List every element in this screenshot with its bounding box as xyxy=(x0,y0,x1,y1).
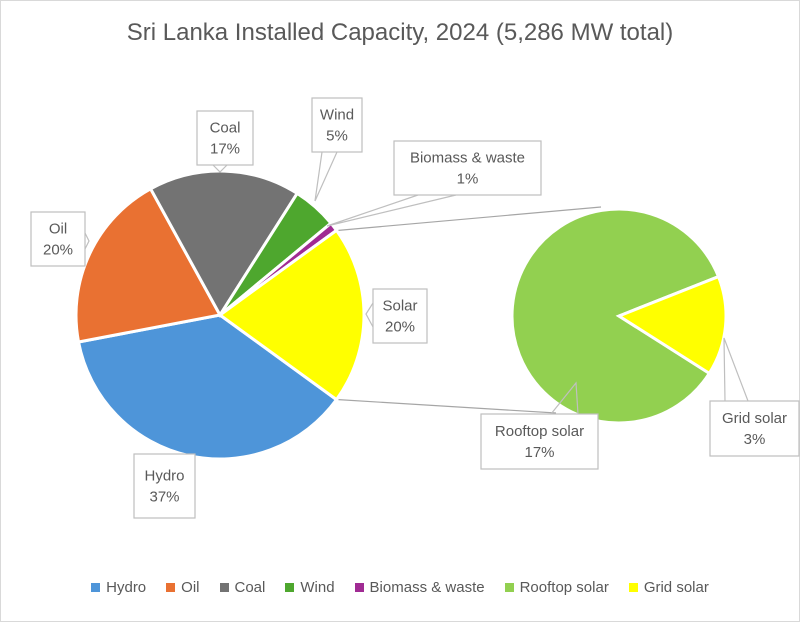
label-grid-solar: Grid solar 3% xyxy=(709,337,800,457)
label-biomass-and-waste-percent: 1% xyxy=(457,171,479,188)
label-rooftop-solar: Rooftop solar 17% xyxy=(480,381,599,470)
label-rooftop-solar-leader-line xyxy=(550,381,579,415)
label-wind-percent: 5% xyxy=(326,128,348,145)
label-coal-percent: 17% xyxy=(210,141,240,158)
label-coal: Coal 17% xyxy=(196,110,254,173)
slice-oil xyxy=(74,186,223,344)
legend-item-hydro: Hydro xyxy=(91,579,146,596)
legend-item-rooftop-solar: Rooftop solar xyxy=(504,579,609,596)
label-wind: Wind 5% xyxy=(311,97,363,202)
label-wind-name: Wind xyxy=(320,107,354,124)
label-rooftop-solar-box xyxy=(480,413,599,470)
label-coal-name: Coal xyxy=(210,120,241,137)
label-biomass-and-waste-name: Biomass & waste xyxy=(410,150,525,167)
legend-swatch-coal xyxy=(219,583,229,592)
label-solar: Solar 20% xyxy=(365,288,428,344)
legend-label-oil: Oil xyxy=(181,579,200,596)
legend-swatch-oil xyxy=(166,583,176,592)
slice-coal xyxy=(148,169,300,318)
legend-label-coal: Coal xyxy=(234,579,266,596)
label-hydro-name: Hydro xyxy=(144,468,184,485)
legend-item-oil: Oil xyxy=(166,579,200,596)
label-wind-leader-line xyxy=(314,151,338,202)
legend-swatch-rooftop-solar xyxy=(504,583,514,592)
legend-item-grid-solar: Grid solar xyxy=(628,579,709,596)
slice-grid-solar xyxy=(615,274,728,376)
legend: Hydro Oil Coal Wind Biomass & waste Rooftop s… xyxy=(1,579,799,596)
label-coal-leader-line xyxy=(212,164,228,173)
legend-label-biomass-and-waste: Biomass & waste xyxy=(369,579,485,596)
label-hydro-box xyxy=(133,453,196,519)
label-solar-name: Solar xyxy=(382,298,417,315)
label-grid-solar-box xyxy=(709,400,800,457)
legend-item-coal: Coal xyxy=(219,579,266,596)
label-wind-box xyxy=(311,97,363,153)
label-rooftop-solar-name: Rooftop solar xyxy=(495,423,584,440)
label-oil-percent: 20% xyxy=(43,242,73,259)
label-coal-box xyxy=(196,110,254,166)
legend-item-biomass-and-waste: Biomass & waste xyxy=(354,579,485,596)
legend-label-hydro: Hydro xyxy=(106,579,147,596)
chart-title: Sri Lanka Installed Capacity, 2024 (5,28… xyxy=(126,19,674,46)
label-solar-leader-line xyxy=(365,302,374,328)
legend-label-wind: Wind xyxy=(300,579,335,596)
label-biomass-and-waste-leader-line xyxy=(326,194,457,227)
label-grid-solar-leader-line xyxy=(723,337,749,402)
label-hydro-percent: 37% xyxy=(149,489,179,506)
label-oil-name: Oil xyxy=(49,221,67,238)
legend-swatch-wind xyxy=(285,583,295,592)
slice-solar xyxy=(217,228,366,402)
label-solar-percent: 20% xyxy=(385,319,415,336)
label-solar-box xyxy=(372,288,428,344)
connector-line-bottom xyxy=(338,399,557,414)
label-biomass-and-waste: Biomass & waste 1% xyxy=(326,140,542,227)
legend-label-rooftop-solar: Rooftop solar xyxy=(519,579,609,596)
label-biomass-and-waste-box xyxy=(393,140,542,196)
legend-label-grid-solar: Grid solar xyxy=(643,579,709,596)
label-oil-leader-line xyxy=(84,232,90,250)
label-oil-box xyxy=(30,211,86,267)
legend-swatch-biomass-and-waste xyxy=(354,583,364,592)
slice-rooftop-solar xyxy=(510,207,721,425)
connector-line-top xyxy=(338,206,602,231)
legend-item-wind: Wind xyxy=(285,579,335,596)
legend-swatch-hydro xyxy=(91,583,101,592)
label-grid-solar-percent: 3% xyxy=(744,431,766,448)
legend-swatch-grid-solar xyxy=(628,583,638,592)
label-grid-solar-name: Grid solar xyxy=(722,410,787,427)
label-hydro: Hydro 37% xyxy=(133,453,196,519)
label-rooftop-solar-percent: 17% xyxy=(524,444,554,461)
label-oil: Oil 20% xyxy=(30,211,90,267)
